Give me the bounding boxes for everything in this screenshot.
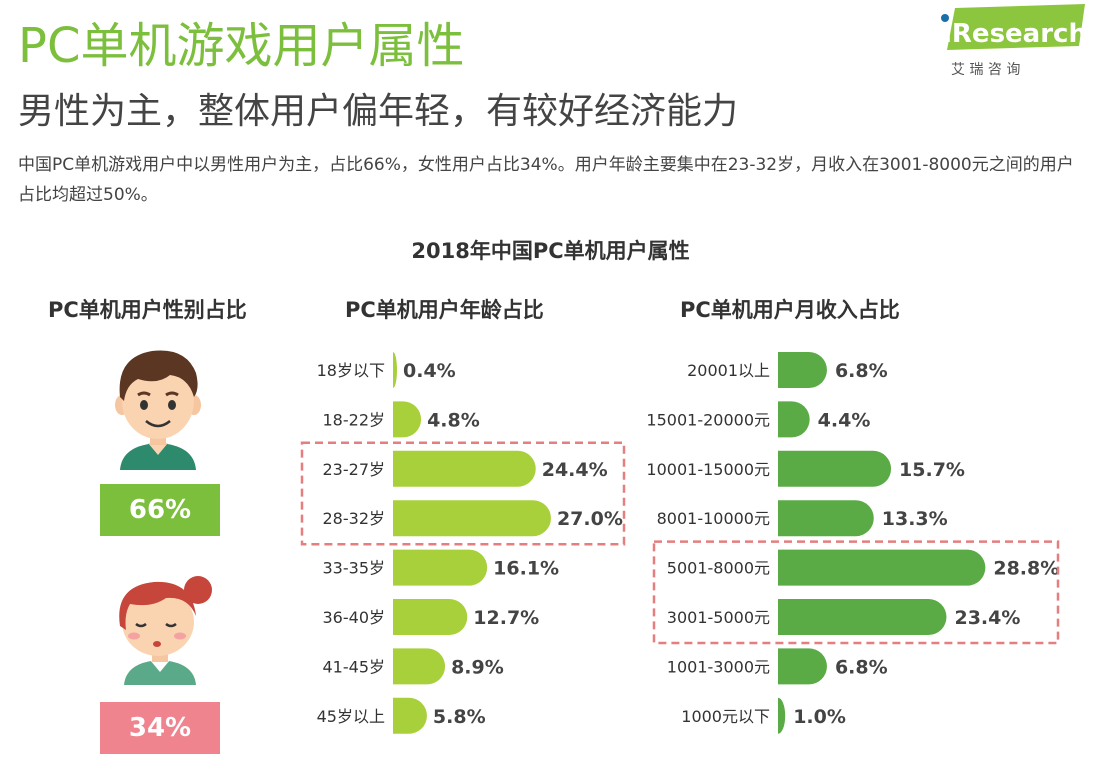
age-category-label: 18-22岁 — [323, 410, 386, 429]
income-bar — [778, 648, 827, 685]
income-category-label: 5001-8000元 — [667, 559, 770, 578]
age-value-label: 12.7% — [473, 607, 539, 629]
age-value-label: 4.8% — [427, 409, 480, 431]
income-bar — [778, 697, 786, 734]
iresearch-logo: iResearch 艾 瑞 咨 询 — [941, 4, 1087, 78]
age-bar — [393, 648, 446, 685]
age-value-label: 24.4% — [542, 459, 608, 481]
male-avatar-icon — [115, 350, 201, 470]
income-category-label: 10001-15000元 — [646, 460, 770, 479]
age-title: PC单机用户年龄占比 — [345, 298, 544, 322]
age-bar — [393, 697, 427, 734]
summary-text: 中国PC单机游戏用户中以男性用户为主，占比66%，女性用户占比34%。用户年龄主… — [18, 155, 1074, 205]
gender-title: PC单机用户性别占比 — [48, 298, 247, 322]
income-category-label: 1001-3000元 — [667, 657, 770, 676]
age-bar — [393, 450, 536, 487]
age-category-label: 28-32岁 — [323, 509, 386, 528]
income-category-label: 3001-5000元 — [667, 608, 770, 627]
income-value-label: 15.7% — [899, 459, 965, 481]
income-category-label: 1000元以下 — [681, 707, 770, 726]
income-bar — [778, 599, 947, 635]
income-category-label: 20001以上 — [687, 361, 770, 380]
income-category-label: 8001-10000元 — [657, 509, 770, 528]
page-subtitle: 男性为主，整体用户偏年轻，有较好经济能力 — [18, 91, 739, 132]
age-value-label: 8.9% — [451, 656, 504, 678]
female-avatar-icon — [119, 576, 212, 685]
age-bar — [393, 599, 468, 635]
age-category-label: 45岁以上 — [317, 707, 385, 726]
chart-title: 2018年中国PC单机用户属性 — [411, 239, 690, 263]
age-category-label: 41-45岁 — [323, 657, 386, 676]
income-value-label: 13.3% — [882, 508, 948, 530]
age-category-label: 18岁以下 — [317, 361, 385, 380]
income-value-label: 1.0% — [793, 706, 846, 728]
income-highlight-box — [652, 540, 1060, 645]
income-value-label: 28.8% — [993, 558, 1059, 580]
age-bar — [393, 549, 488, 586]
income-bar — [778, 401, 810, 438]
income-value-label: 6.8% — [835, 360, 888, 382]
page-title: PC单机游戏用户属性 — [18, 18, 465, 74]
age-value-label: 0.4% — [403, 360, 456, 382]
income-value-label: 6.8% — [835, 656, 888, 678]
age-bar — [393, 352, 397, 388]
income-bar — [778, 352, 827, 388]
income-bar — [778, 500, 874, 537]
income-bar — [778, 450, 892, 487]
logo-text: iResearch — [943, 19, 1087, 49]
age-value-label: 16.1% — [493, 558, 559, 580]
income-value-label: 23.4% — [954, 607, 1020, 629]
male-percentage-badge: 66% — [100, 484, 220, 536]
income-category-label: 15001-20000元 — [646, 410, 770, 429]
logo-cn: 艾 瑞 咨 询 — [951, 62, 1020, 78]
income-bar — [778, 549, 986, 586]
age-value-label: 5.8% — [433, 706, 486, 728]
female-percentage-badge: 34% — [100, 702, 220, 754]
age-bar — [393, 500, 551, 537]
age-highlight-box — [300, 441, 626, 546]
age-category-label: 36-40岁 — [323, 608, 386, 627]
income-value-label: 4.4% — [818, 409, 871, 431]
age-category-label: 33-35岁 — [323, 559, 386, 578]
age-category-label: 23-27岁 — [323, 460, 386, 479]
age-value-label: 27.0% — [557, 508, 623, 530]
income-title: PC单机用户月收入占比 — [680, 298, 900, 322]
age-bar — [393, 401, 422, 438]
